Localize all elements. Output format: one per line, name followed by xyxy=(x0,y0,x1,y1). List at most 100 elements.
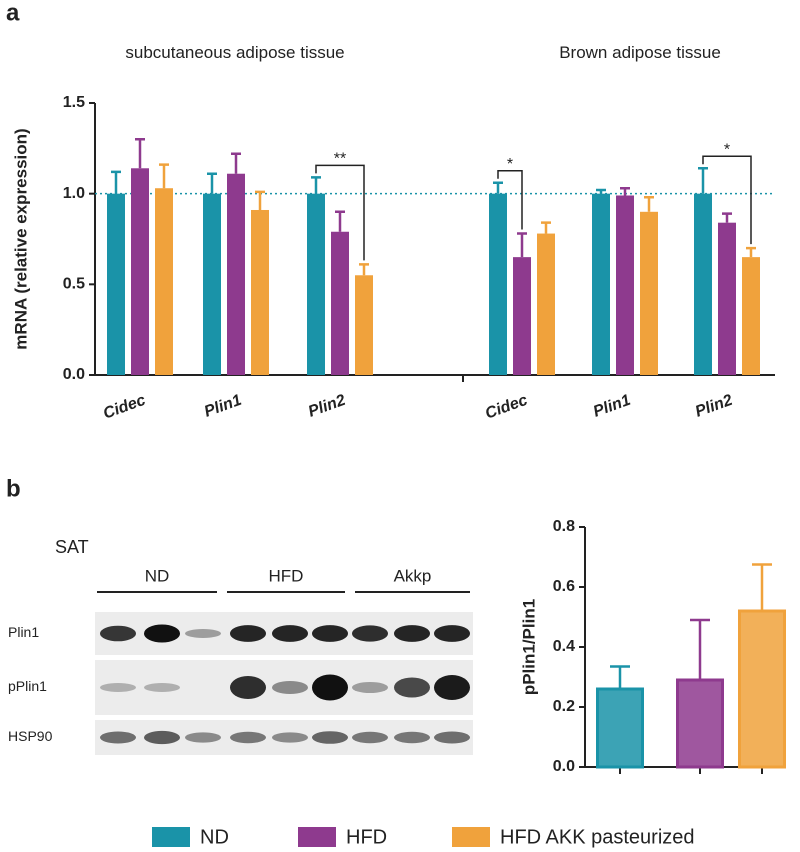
y-tick-label: 0.5 xyxy=(63,276,85,293)
legend-label: HFD AKK pasteurized xyxy=(500,826,695,848)
x-tick-label: Plin2 xyxy=(306,392,348,421)
panel-label: a xyxy=(6,0,20,26)
bar xyxy=(155,188,173,375)
bar xyxy=(616,195,634,375)
y-axis-title: mRNA (relative expression) xyxy=(11,128,30,349)
error-bar xyxy=(359,263,369,276)
bar xyxy=(592,193,610,375)
bar xyxy=(676,678,724,769)
bar xyxy=(596,687,644,769)
blot-group: Akkp xyxy=(394,566,432,585)
blot-band xyxy=(144,624,180,643)
bar xyxy=(694,193,712,375)
blot-band xyxy=(352,625,388,642)
y-tick-label: 1.0 xyxy=(63,185,85,202)
blot-band xyxy=(352,682,388,693)
blot-band xyxy=(100,625,136,642)
error-bar xyxy=(596,188,606,194)
blot-band xyxy=(144,683,180,692)
y-tick-label: 0.8 xyxy=(553,518,575,535)
significance-bracket xyxy=(315,164,365,261)
bar xyxy=(203,193,221,375)
error-bar xyxy=(644,196,654,212)
significance-bracket xyxy=(702,155,752,245)
bar xyxy=(537,233,555,375)
error-bar xyxy=(255,190,265,210)
blot-band xyxy=(394,677,430,698)
error-bar xyxy=(690,618,710,680)
blot-band xyxy=(312,674,348,701)
blot-band xyxy=(312,731,348,744)
significance-label: ** xyxy=(334,151,346,168)
x-tick-label: Plin1 xyxy=(202,392,244,421)
error-bar xyxy=(135,138,145,169)
y-tick-label: 0.4 xyxy=(553,638,575,655)
blot-title: SAT xyxy=(55,537,89,557)
error-bar xyxy=(722,212,732,223)
error-bar xyxy=(311,176,321,194)
bar xyxy=(738,609,786,769)
error-bar xyxy=(752,563,772,611)
blot-band xyxy=(230,731,266,744)
bar xyxy=(489,193,507,375)
bar xyxy=(251,209,269,375)
blot-band xyxy=(100,731,136,744)
bar xyxy=(640,211,658,375)
legend-label: HFD xyxy=(346,826,387,848)
legend-label: ND xyxy=(200,826,229,848)
significance-label: * xyxy=(507,156,513,173)
legend-swatch xyxy=(452,827,490,847)
bar xyxy=(307,193,325,375)
y-tick-label: 1.5 xyxy=(63,94,85,111)
error-bar xyxy=(493,181,503,194)
x-tick-label: Cidec xyxy=(483,392,530,423)
blot-band xyxy=(312,625,348,642)
blot-band xyxy=(185,732,221,743)
bar xyxy=(355,275,373,375)
x-tick-label: Cidec xyxy=(101,392,148,423)
error-bar xyxy=(746,246,756,258)
error-bar xyxy=(231,152,241,174)
blot-band xyxy=(272,681,308,694)
panel-label: b xyxy=(6,475,21,502)
x-tick-label: Plin2 xyxy=(693,392,735,421)
blot-row-label: HSP90 xyxy=(8,728,53,744)
y-tick-label: 0.0 xyxy=(63,366,85,383)
error-bar xyxy=(620,186,630,196)
blot-band xyxy=(272,732,308,743)
error-bar xyxy=(698,167,708,194)
error-bar xyxy=(610,665,630,689)
y-tick-label: 0.0 xyxy=(553,758,575,775)
blot-band xyxy=(352,731,388,744)
error-bar xyxy=(207,172,217,194)
blot-band xyxy=(230,625,266,642)
blot-band xyxy=(100,683,136,692)
bar xyxy=(227,173,245,375)
y-tick-label: 0.6 xyxy=(553,578,575,595)
y-axis-title: pPlin1/Plin1 xyxy=(519,599,538,695)
x-tick-label: Plin1 xyxy=(591,392,633,421)
group-title: Brown adipose tissue xyxy=(559,43,721,62)
blot-group: ND xyxy=(145,566,170,585)
blot-band xyxy=(434,675,470,700)
blot-band xyxy=(394,625,430,642)
blot-band xyxy=(394,731,430,744)
legend-swatch xyxy=(298,827,336,847)
y-tick-label: 0.2 xyxy=(553,698,575,715)
significance-label: * xyxy=(724,141,730,158)
bar xyxy=(331,231,349,375)
group-title: subcutaneous adipose tissue xyxy=(125,43,345,62)
blot-row-label: pPlin1 xyxy=(8,678,47,694)
blot-band xyxy=(434,625,470,642)
bar xyxy=(718,222,736,375)
error-bar xyxy=(335,210,345,232)
bar xyxy=(107,193,125,375)
significance-bracket xyxy=(497,170,523,230)
bar xyxy=(742,257,760,375)
blot-band xyxy=(230,676,266,699)
blot-band xyxy=(434,731,470,744)
blot-row-label: Plin1 xyxy=(8,624,39,640)
error-bar xyxy=(111,170,121,194)
